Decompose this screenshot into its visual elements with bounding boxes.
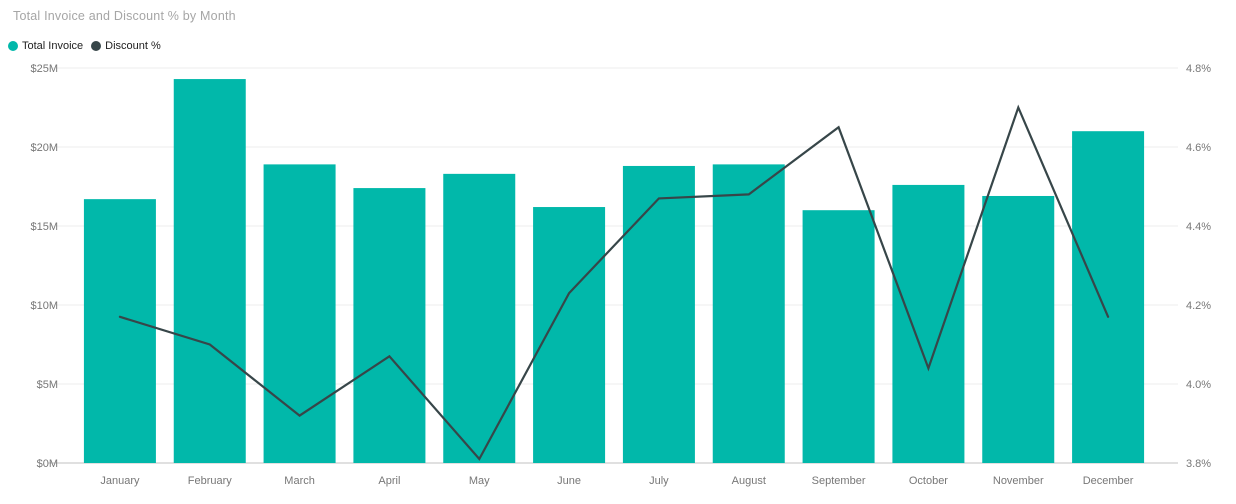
x-axis-label-february: February bbox=[188, 475, 233, 487]
x-axis-label-october: October bbox=[909, 475, 948, 487]
legend-label-discount-pct: Discount % bbox=[105, 40, 161, 52]
left-axis-tick-label: $15M bbox=[30, 221, 58, 233]
legend-label-total-invoice: Total Invoice bbox=[22, 40, 84, 52]
x-axis-label-july: July bbox=[649, 475, 669, 487]
bar-march[interactable] bbox=[263, 164, 336, 463]
bar-november[interactable] bbox=[982, 195, 1055, 464]
left-axis-tick-label: $5M bbox=[37, 379, 58, 391]
x-axis-label-may: May bbox=[469, 475, 490, 487]
chart-title: Total Invoice and Discount % by Month bbox=[13, 9, 236, 23]
bar-june[interactable] bbox=[533, 207, 606, 463]
x-axis-label-march: March bbox=[284, 475, 315, 487]
left-axis-tick-label: $25M bbox=[30, 63, 58, 75]
bar-december[interactable] bbox=[1072, 131, 1145, 463]
right-axis-tick-label: 3.8% bbox=[1186, 458, 1211, 470]
x-axis-label-november: November bbox=[993, 475, 1044, 487]
bar-january[interactable] bbox=[83, 199, 156, 463]
bar-may[interactable] bbox=[443, 173, 516, 464]
x-axis-label-january: January bbox=[100, 475, 140, 487]
legend: Total Invoice Discount % bbox=[8, 40, 169, 52]
x-axis-label-june: June bbox=[557, 475, 581, 487]
left-axis-tick-label: $10M bbox=[30, 300, 58, 312]
x-axis-label-december: December bbox=[1083, 475, 1134, 487]
right-axis-tick-label: 4.2% bbox=[1186, 300, 1211, 312]
bar-august[interactable] bbox=[712, 164, 785, 463]
bar-october[interactable] bbox=[892, 184, 965, 464]
bar-april[interactable] bbox=[353, 188, 426, 463]
bar-july[interactable] bbox=[622, 165, 695, 463]
bar-february[interactable] bbox=[173, 79, 246, 463]
right-axis-tick-label: 4.4% bbox=[1186, 221, 1211, 233]
right-axis-tick-label: 4.0% bbox=[1186, 379, 1211, 391]
x-axis-label-september: September bbox=[812, 475, 866, 487]
legend-item-total-invoice[interactable]: Total Invoice bbox=[8, 40, 83, 52]
right-axis-tick-label: 4.6% bbox=[1186, 142, 1211, 154]
left-axis-tick-label: $0M bbox=[37, 458, 58, 470]
discount-line[interactable] bbox=[118, 104, 1110, 461]
legend-dot-discount-pct-icon bbox=[91, 41, 102, 51]
bar-september[interactable] bbox=[802, 210, 875, 463]
right-axis-tick-label: 4.8% bbox=[1186, 63, 1211, 75]
x-axis-label-august: August bbox=[732, 475, 766, 487]
legend-item-discount-pct[interactable]: Discount % bbox=[91, 40, 161, 52]
legend-dot-total-invoice-icon bbox=[8, 41, 18, 51]
x-axis-label-april: April bbox=[378, 475, 400, 487]
left-axis-tick-label: $20M bbox=[30, 142, 58, 154]
